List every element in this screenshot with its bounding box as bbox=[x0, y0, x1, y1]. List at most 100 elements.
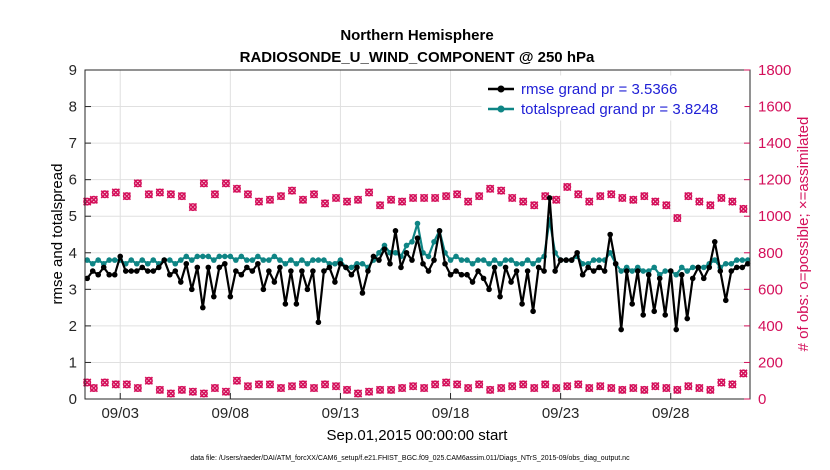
obs-assimilated-marker bbox=[640, 385, 649, 394]
obs-assimilated-marker bbox=[365, 387, 374, 396]
rmse-point bbox=[293, 301, 300, 307]
obs-possible-marker-cross bbox=[530, 201, 539, 210]
rmse-point bbox=[678, 271, 685, 278]
rmse-point bbox=[238, 271, 245, 278]
obs-assimilated-marker bbox=[420, 384, 429, 393]
rmse-point bbox=[546, 195, 553, 201]
obs-possible-marker-cross bbox=[607, 190, 616, 199]
obs-assimilated-marker-cross bbox=[232, 376, 242, 385]
obs-possible-marker bbox=[706, 201, 715, 210]
obs-assimilated-marker bbox=[530, 384, 539, 393]
rmse-point bbox=[469, 279, 476, 285]
rmse-point bbox=[618, 326, 624, 333]
rmse-point bbox=[227, 293, 234, 300]
rmse-point bbox=[354, 264, 360, 271]
totalspread-point bbox=[216, 253, 223, 260]
rmse-point bbox=[150, 268, 157, 274]
rmse-point bbox=[728, 268, 735, 274]
rmse-point bbox=[744, 260, 751, 267]
obs-possible-marker bbox=[453, 190, 462, 199]
obs-assimilated-marker bbox=[210, 384, 219, 393]
rmse-point bbox=[277, 264, 283, 271]
obs-possible-marker bbox=[199, 179, 208, 188]
rmse-point bbox=[497, 293, 503, 300]
obs-assimilated-marker-cross bbox=[695, 383, 704, 393]
obs-assimilated-marker bbox=[453, 380, 462, 389]
obs-assimilated-marker bbox=[321, 380, 330, 389]
obs-assimilated-marker-cross bbox=[519, 380, 528, 389]
obs-possible-marker bbox=[409, 193, 418, 202]
obs-possible-marker bbox=[310, 190, 319, 199]
obs-possible-marker bbox=[133, 179, 142, 188]
rmse-point bbox=[656, 275, 663, 282]
rmse-point bbox=[359, 290, 366, 296]
y-left-tick-label: 9 bbox=[69, 62, 77, 79]
obs-possible-marker bbox=[188, 203, 197, 212]
rmse-point bbox=[684, 315, 691, 322]
rmse-point bbox=[166, 271, 173, 278]
obs-possible-marker bbox=[122, 192, 131, 201]
obs-possible-marker-cross bbox=[276, 191, 286, 201]
obs-assimilated-marker bbox=[133, 384, 142, 393]
obs-possible-marker-cross bbox=[397, 197, 407, 206]
y-axis-left-label: rmse and totalspread bbox=[49, 164, 66, 305]
plot-area bbox=[85, 70, 750, 399]
totalspread-point bbox=[359, 260, 366, 267]
totalspread-point bbox=[293, 260, 300, 267]
totalspread-point bbox=[271, 253, 278, 260]
obs-assimilated-marker bbox=[475, 380, 484, 389]
obs-possible-marker-cross bbox=[188, 202, 198, 212]
obs-assimilated-marker bbox=[486, 385, 495, 394]
rmse-point bbox=[733, 264, 740, 271]
legend: rmse grand pr = 3.5366 totalspread grand… bbox=[481, 75, 745, 121]
obs-assimilated-marker bbox=[122, 380, 131, 389]
rmse-point bbox=[133, 268, 140, 274]
obs-possible-marker bbox=[166, 190, 175, 199]
rmse-point bbox=[480, 275, 487, 282]
y-left-tick-label: 8 bbox=[69, 99, 77, 116]
obs-assimilated-marker bbox=[618, 385, 627, 394]
obs-assimilated-marker-cross bbox=[254, 380, 264, 389]
obs-assimilated-marker bbox=[662, 384, 671, 393]
obs-assimilated-marker-cross bbox=[100, 378, 109, 387]
y-left-tick-label: 6 bbox=[69, 172, 77, 189]
grid-lines bbox=[85, 70, 750, 399]
obs-assimilated-marker bbox=[83, 378, 92, 387]
obs-possible-marker bbox=[717, 193, 726, 202]
obs-possible-marker bbox=[552, 195, 561, 204]
y-right-tick-label: 1600 bbox=[758, 99, 791, 116]
obs-assimilated-marker bbox=[276, 384, 285, 393]
obs-possible-marker bbox=[684, 192, 693, 201]
rmse-point bbox=[310, 268, 316, 274]
obs-possible-marker bbox=[475, 192, 484, 201]
totalspread-point bbox=[249, 257, 256, 263]
rmse-point bbox=[211, 293, 217, 300]
obs-assimilated-marker bbox=[265, 380, 274, 389]
obs-assimilated-marker bbox=[585, 384, 594, 393]
obs-possible-marker bbox=[321, 199, 330, 208]
obs-possible-marker-cross bbox=[662, 201, 671, 210]
obs-assimilated-marker-cross bbox=[342, 385, 352, 395]
plot-frame bbox=[84, 69, 751, 400]
obs-possible-marker-cross bbox=[353, 195, 363, 204]
obs-assimilated-marker bbox=[287, 382, 296, 391]
rmse-point bbox=[557, 257, 564, 263]
obs-possible-marker bbox=[232, 184, 241, 193]
obs-possible-marker-cross bbox=[166, 190, 176, 199]
rmse-point bbox=[700, 275, 707, 282]
obs-possible-marker-cross bbox=[486, 184, 495, 193]
rmse-point bbox=[574, 249, 580, 256]
rmse-point bbox=[464, 271, 470, 278]
obs-assimilated-marker-cross bbox=[541, 380, 550, 389]
totalspread-point bbox=[662, 268, 669, 274]
totalspread-point bbox=[513, 260, 520, 267]
obs-possible-marker bbox=[574, 190, 583, 199]
obs-possible-marker-cross bbox=[122, 191, 132, 201]
obs-assimilated-marker bbox=[111, 380, 120, 389]
y-right-tick-label: 0 bbox=[758, 391, 766, 408]
obs-assimilated-marker-cross bbox=[309, 383, 319, 393]
totalspread-point bbox=[629, 268, 635, 274]
rmse-point bbox=[623, 268, 630, 274]
y-right-tick-label: 800 bbox=[758, 245, 783, 262]
rmse-point bbox=[348, 271, 355, 278]
